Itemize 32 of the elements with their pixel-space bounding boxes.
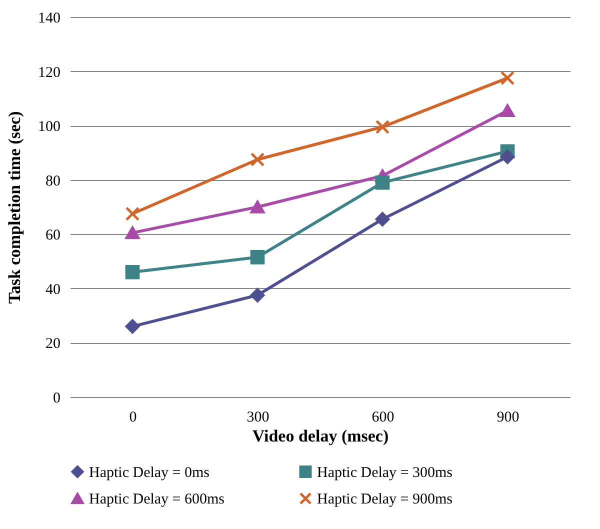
- x-tick-label: 0: [129, 410, 137, 426]
- point: [500, 104, 515, 118]
- point: [250, 152, 265, 167]
- point: [375, 120, 390, 134]
- y-tick-label: 100: [38, 119, 60, 136]
- point: [250, 200, 265, 214]
- legend-label: Haptic Delay = 300ms: [317, 464, 453, 481]
- point: [125, 264, 140, 280]
- y-tick-label: 20: [46, 336, 60, 352]
- point: [125, 319, 140, 334]
- x-tick-label: 600: [372, 410, 394, 426]
- y-tick-label: 80: [46, 173, 60, 190]
- legend-label: Haptic Delay = 900ms: [317, 492, 453, 508]
- y-axis-title: Task completion time (sec): [5, 111, 24, 304]
- y-tick-label: 120: [38, 64, 60, 81]
- point: [500, 150, 515, 164]
- legend-label: Haptic Delay = 0ms: [89, 464, 210, 481]
- point: [125, 206, 140, 221]
- point: [250, 250, 265, 264]
- y-tick-label: 0: [53, 390, 60, 406]
- y-tick-label: 40: [46, 282, 60, 298]
- point: [250, 288, 265, 302]
- point: [125, 226, 140, 240]
- y-tick-label: 140: [38, 10, 60, 26]
- x-tick-label: 900: [496, 410, 520, 426]
- legend-label: Haptic Delay = 600ms: [89, 492, 225, 508]
- point: [375, 212, 390, 226]
- y-tick-label: 60: [46, 228, 60, 244]
- point: [375, 175, 390, 190]
- x-tick-label: 300: [246, 410, 270, 426]
- x-axis-title: Video delay (msec): [252, 426, 389, 446]
- point: [500, 70, 515, 86]
